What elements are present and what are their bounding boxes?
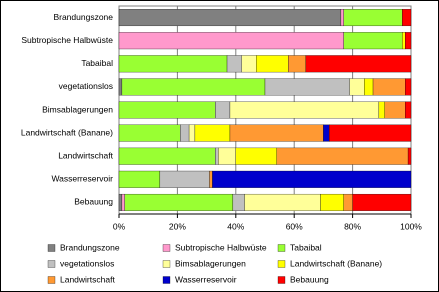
bar-segment <box>276 147 409 165</box>
legend-label: Landwirtschaft (Banane) <box>290 258 382 268</box>
x-tick-label: 0% <box>113 221 126 231</box>
bar-segment <box>405 78 412 96</box>
legend-label: Bebauung <box>290 274 329 284</box>
legend-label: Bimsablagerungen <box>175 258 246 268</box>
bar-segment <box>323 124 330 142</box>
legend-label: Wasserreservoir <box>175 274 237 284</box>
legend-swatch <box>162 260 171 268</box>
y-tick-label: Bebauung <box>74 197 113 207</box>
y-tick-label: vegetationslos <box>59 81 113 91</box>
legend-swatch <box>47 276 56 284</box>
legend-swatch <box>162 244 171 252</box>
bar-segment <box>256 55 289 73</box>
y-tick-label: Bimsablagerungen <box>42 104 113 114</box>
bar-segment <box>264 78 350 96</box>
bar-segment <box>121 193 125 211</box>
bar-segment <box>232 193 245 211</box>
bar-segment <box>194 124 231 142</box>
legend-swatch <box>277 276 286 284</box>
bar-segment <box>405 101 412 119</box>
x-tick-label: 20% <box>169 221 186 231</box>
bar-segment <box>235 147 277 165</box>
bar-segment <box>378 101 385 119</box>
bar-segment <box>305 55 412 73</box>
bar-segment <box>340 9 344 27</box>
legend-label: Landwirtschaft <box>60 274 115 284</box>
bar-segment <box>226 55 242 73</box>
y-tick-label: Landwirtschaft <box>58 150 113 160</box>
bar-segment <box>229 101 380 119</box>
y-tick-label: Wasserreservoir <box>51 174 113 184</box>
bar-segment <box>118 124 181 142</box>
y-tick-label: Tabaibal <box>81 58 113 68</box>
bar-segment <box>343 193 353 211</box>
bar-segment <box>364 78 374 96</box>
bar-segment <box>180 124 190 142</box>
x-tick-label: 60% <box>286 221 303 231</box>
bar-segment <box>118 147 216 165</box>
bar-segment <box>121 78 266 96</box>
legend-label: Subtropische Halbwüste <box>175 242 267 252</box>
bar-segment <box>244 193 321 211</box>
bar-segment <box>218 147 236 165</box>
bar-segment <box>384 101 406 119</box>
bar-segment <box>118 78 123 96</box>
bar-segment <box>288 55 307 73</box>
x-tick-label: 80% <box>344 221 361 231</box>
bar-segment <box>118 55 228 73</box>
bar-segment <box>124 193 234 211</box>
y-tick-label: Landwirtschaft (Banane) <box>21 127 113 137</box>
legend-label: Tabaibal <box>290 242 322 252</box>
legend-swatch <box>162 276 171 284</box>
bar-segment <box>352 193 412 211</box>
legend-label: vegetationslos <box>60 258 114 268</box>
legend-swatch <box>277 244 286 252</box>
y-tick-label: Subtropische Halbwüste <box>21 35 113 45</box>
bar-segment <box>343 32 403 50</box>
bar-segment <box>188 124 196 142</box>
bar-segment <box>402 32 406 50</box>
x-tick-label: 40% <box>227 221 244 231</box>
bar-segment <box>159 170 210 188</box>
y-tick-label: Brandungszone <box>53 12 113 22</box>
x-tick-label: 100% <box>400 221 422 231</box>
legend-swatch <box>47 260 56 268</box>
bar-segment <box>320 193 344 211</box>
bar-segment <box>349 78 365 96</box>
bar-segment <box>329 124 412 142</box>
bar-segment <box>118 32 344 50</box>
legend-swatch <box>47 244 56 252</box>
bar-segment <box>118 170 161 188</box>
bar-segment <box>405 32 412 50</box>
legend-label: Brandungszone <box>60 242 120 252</box>
bar-segment <box>372 78 406 96</box>
bar-segment <box>407 147 412 165</box>
bar-segment <box>343 9 403 27</box>
bar-segment <box>212 170 412 188</box>
bar-segment <box>118 101 216 119</box>
bar-segment <box>215 147 219 165</box>
bar-segment <box>241 55 257 73</box>
bar-segment <box>215 101 231 119</box>
bar-segment <box>402 9 412 27</box>
legend-swatch <box>277 260 286 268</box>
bar-segment <box>229 124 324 142</box>
bar-segment <box>118 9 342 27</box>
bar-segment <box>209 170 213 188</box>
bar-segment <box>118 193 123 211</box>
